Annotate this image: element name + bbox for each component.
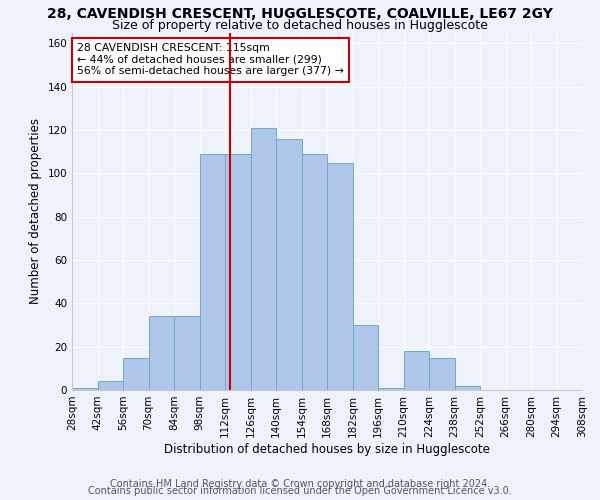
Bar: [199, 154, 225, 390]
Bar: [174, 316, 199, 390]
Bar: [404, 351, 429, 390]
Bar: [225, 154, 251, 390]
Bar: [72, 388, 97, 390]
Bar: [353, 325, 378, 390]
X-axis label: Distribution of detached houses by size in Hugglescote: Distribution of detached houses by size …: [164, 442, 490, 456]
Bar: [123, 358, 149, 390]
Bar: [327, 162, 353, 390]
Bar: [251, 128, 276, 390]
Text: Contains HM Land Registry data © Crown copyright and database right 2024.: Contains HM Land Registry data © Crown c…: [110, 479, 490, 489]
Bar: [378, 388, 404, 390]
Text: Size of property relative to detached houses in Hugglescote: Size of property relative to detached ho…: [112, 18, 488, 32]
Bar: [149, 316, 174, 390]
Text: Contains public sector information licensed under the Open Government Licence v3: Contains public sector information licen…: [88, 486, 512, 496]
Text: 28, CAVENDISH CRESCENT, HUGGLESCOTE, COALVILLE, LE67 2GY: 28, CAVENDISH CRESCENT, HUGGLESCOTE, COA…: [47, 8, 553, 22]
Bar: [302, 154, 327, 390]
Text: 28 CAVENDISH CRESCENT: 115sqm
← 44% of detached houses are smaller (299)
56% of : 28 CAVENDISH CRESCENT: 115sqm ← 44% of d…: [77, 43, 344, 76]
Bar: [97, 382, 123, 390]
Bar: [455, 386, 480, 390]
Y-axis label: Number of detached properties: Number of detached properties: [29, 118, 42, 304]
Bar: [429, 358, 455, 390]
Bar: [276, 138, 302, 390]
